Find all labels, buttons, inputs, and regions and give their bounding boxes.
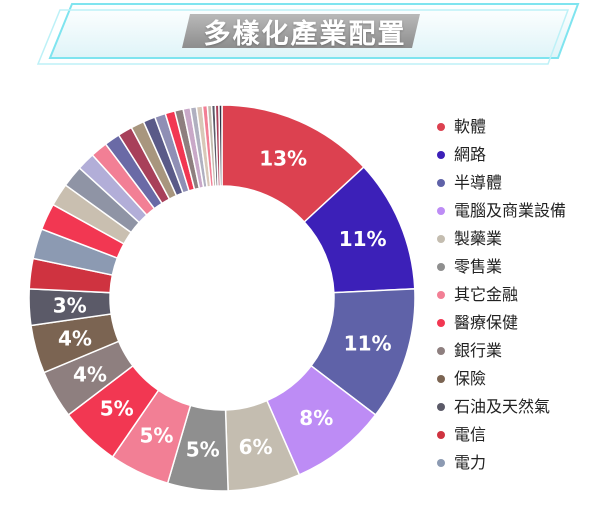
legend-swatch [437,459,445,467]
legend-label: 醫療保健 [454,313,519,332]
legend-swatch [437,263,445,271]
legend-item: 電力 [437,449,607,477]
legend-label: 網路 [454,145,487,164]
legend-swatch [437,403,445,411]
slice-label-7: 5% [100,396,134,420]
legend-item: 銀行業 [437,337,607,365]
legend-swatch [437,151,445,159]
legend-item: 零售業 [437,253,607,281]
slice-label-9: 4% [58,327,92,351]
slice-label-1: 11% [339,227,387,251]
slice-label-2: 11% [344,331,392,355]
slice-label-6: 5% [139,424,173,448]
legend-label: 電力 [454,453,487,472]
legend-item: 電腦及商業設備 [437,197,607,225]
legend-swatch [437,347,445,355]
slice-label-5: 5% [186,437,220,461]
slice-label-0: 13% [259,146,307,170]
legend-label: 其它金融 [454,285,519,304]
legend-label: 電信 [454,425,487,444]
legend-item: 網路 [437,141,607,169]
legend-swatch [437,319,445,327]
chart-legend: 軟體網路半導體電腦及商業設備 製藥業零售業其它金融醫療保健銀行業保險石油及天然氣電… [437,113,607,477]
legend-label: 石油及天然氣 [454,397,551,416]
legend-label: 銀行業 [454,341,503,360]
legend-label: 保險 [454,369,487,388]
slice-32 [218,104,223,187]
slice-label-4: 6% [239,435,273,459]
legend-item: 電信 [437,421,607,449]
slice-label-3: 8% [299,406,333,430]
legend-swatch [437,291,445,299]
legend-item: 保險 [437,365,607,393]
slice-label-10: 3% [53,293,87,317]
legend-label: 零售業 [454,257,503,276]
chart-title: 多樣化產業配置 [203,19,407,50]
legend-label: 製藥業 [454,229,503,248]
legend-swatch [437,179,445,187]
legend-item: 石油及天然氣 [437,393,607,421]
legend-item: 製藥業 [437,225,607,253]
legend-item: 半導體 [437,169,607,197]
title-banner [36,3,580,65]
legend-swatch [437,235,445,243]
legend-label: 半導體 [454,173,503,192]
legend-label: 軟體 [454,117,487,136]
legend-item: 醫療保健 [437,309,607,337]
legend-item: 其它金融 [437,281,607,309]
slice-label-8: 4% [73,362,107,386]
legend-swatch [437,431,445,439]
legend-label: 電腦及商業設備 [454,201,567,220]
legend-swatch [437,123,445,131]
legend-item: 軟體 [437,113,607,141]
legend-swatch [437,375,445,383]
legend-swatch [437,207,445,215]
